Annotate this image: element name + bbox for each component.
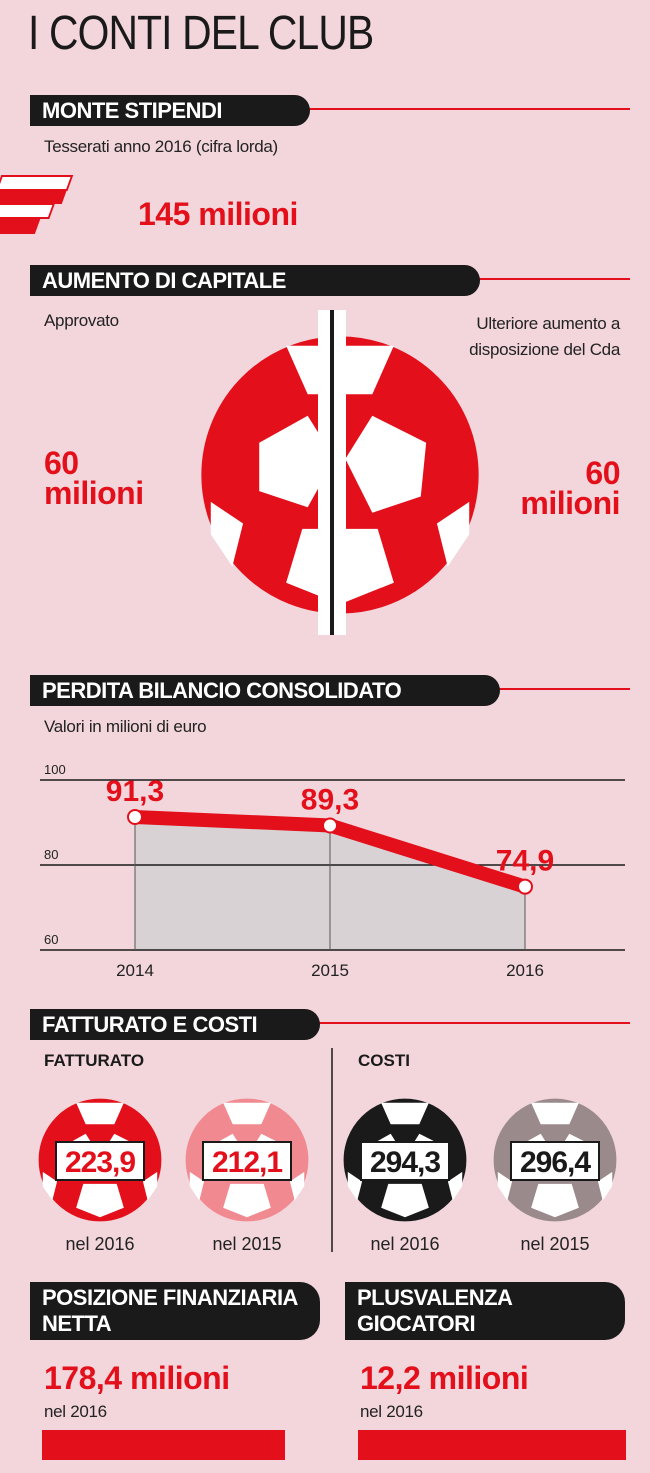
point [322,817,338,834]
section-heading: MONTE STIPENDI [30,95,310,126]
section-heading: POSIZIONE FINANZIARIA NETTA [30,1282,320,1340]
value: 294,3 [370,1146,440,1179]
value-box [360,1141,450,1181]
year: nel 2015 [212,1234,281,1254]
value: 12,2 milioni [360,1360,529,1396]
y-tick-label: 100 [44,762,66,777]
data-label: 89,3 [301,783,359,816]
value-number: 60 [44,445,79,481]
year: nel 2016 [65,1234,134,1254]
value-unit: milioni [44,475,144,511]
data-label: 74,9 [496,845,554,878]
x-tick-label: 2015 [311,961,349,980]
x-tick-label: 2014 [116,961,154,980]
value: 178,4 milioni [44,1360,230,1396]
divider [330,310,334,635]
section-heading: PERDITA BILANCIO CONSOLIDATO [30,675,500,706]
year: nel 2016 [370,1234,439,1254]
point [517,878,533,895]
group-label: COSTI [358,1051,410,1070]
x-tick-label: 2016 [506,961,544,980]
rule [490,688,630,690]
label: Approvato [44,311,119,330]
data-label: 91,3 [106,775,164,808]
rule [470,278,630,280]
point [127,808,143,825]
value: 223,9 [65,1146,135,1179]
value: 145 milioni [138,196,298,232]
value-box [202,1141,292,1181]
value-unit: milioni [520,485,620,521]
value: 296,4 [520,1146,591,1179]
year: nel 2015 [520,1234,589,1254]
rule [310,1022,630,1024]
section-heading: AUMENTO DI CAPITALE [30,265,480,296]
y-tick-label: 80 [44,847,58,862]
bar-decoration [42,1430,285,1460]
value-number: 60 [585,455,620,491]
subtitle: Tesserati anno 2016 (cifra lorda) [44,137,278,156]
rule [300,108,630,110]
label: Ulteriore aumento a disposizione del Cda [469,314,620,359]
money-icon [0,175,74,234]
bar-decoration [358,1430,626,1460]
y-tick-label: 60 [44,932,58,947]
group-label: FATTURATO [44,1051,145,1070]
title: I CONTI DEL CLUB [28,7,374,60]
section-heading: PLUSVALENZA GIOCATORI [345,1282,625,1340]
value-box [55,1141,145,1181]
value: 212,1 [212,1146,282,1179]
year: nel 2016 [360,1402,423,1421]
line-chart: 60 80 100 91,3 2014 89,3 2015 74,9 2016 [40,762,625,980]
chart-subtitle: Valori in milioni di euro [44,717,207,736]
year: nel 2016 [44,1402,107,1421]
section-heading: FATTURATO E COSTI [30,1009,320,1040]
value-box [510,1141,600,1181]
